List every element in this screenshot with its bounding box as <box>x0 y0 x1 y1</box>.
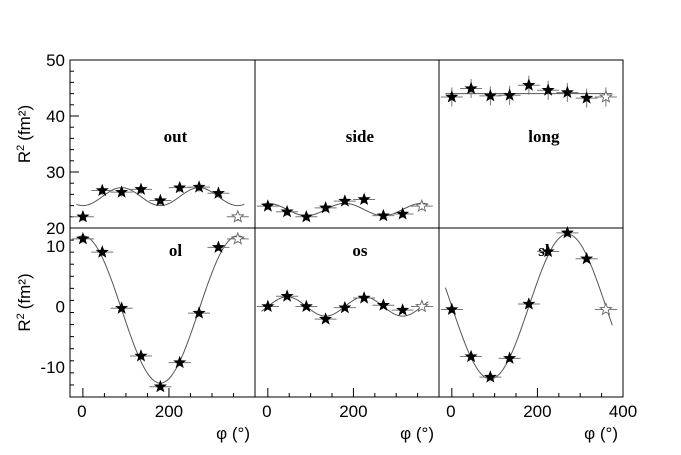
y-tick-label: 0 <box>56 297 65 316</box>
data-point <box>76 232 90 245</box>
data-point <box>280 204 294 218</box>
y-tick-label: 40 <box>46 107 65 126</box>
data-point <box>211 186 225 199</box>
data-point <box>503 88 517 101</box>
panel-frame <box>438 227 624 398</box>
data-point <box>153 193 167 207</box>
x-tick-label: 0 <box>77 402 86 421</box>
data-point <box>376 298 390 311</box>
data-point <box>396 303 410 316</box>
data-point <box>134 182 148 195</box>
data-point <box>95 245 109 258</box>
data-point <box>173 180 187 194</box>
y-tick-label: -10 <box>40 358 65 377</box>
x-tick-label: 200 <box>155 402 183 421</box>
panel-label: out <box>164 127 188 146</box>
data-point <box>522 297 536 310</box>
x-tick-label: 200 <box>339 402 367 421</box>
panel-ol: -10 0 10 R2(fm²) 0 200 φ (°) ol <box>15 227 256 443</box>
panel-side: side <box>254 59 440 229</box>
data-point <box>192 306 206 319</box>
data-point <box>445 302 459 316</box>
panel-label: ol <box>169 241 183 260</box>
data-point <box>598 89 613 103</box>
data-point <box>464 81 478 95</box>
data-point <box>211 240 225 253</box>
data-point <box>357 291 371 304</box>
x-tick-label: 400 <box>609 402 637 421</box>
data-point <box>115 185 129 198</box>
x-axis-label: φ (°) <box>400 424 434 443</box>
data-point <box>445 90 459 103</box>
data-point <box>261 199 275 212</box>
data-point <box>414 299 429 313</box>
x-tick-label: 200 <box>523 402 551 421</box>
data-point <box>357 192 371 205</box>
panel-long: long <box>438 59 624 229</box>
data-point <box>560 225 574 239</box>
data-point <box>338 300 352 314</box>
data-point <box>464 349 478 363</box>
data-point <box>95 183 109 197</box>
data-point <box>598 302 613 316</box>
data-point <box>76 209 90 223</box>
x-tick-label: 0 <box>262 402 271 421</box>
data-point <box>230 231 245 245</box>
y-tick-label: 20 <box>46 219 65 238</box>
y-axis-label: R2(fm²) <box>15 105 34 163</box>
data-point <box>134 349 148 362</box>
data-point <box>299 209 313 223</box>
data-point <box>153 379 167 393</box>
data-point <box>483 370 497 383</box>
x-axis-label: φ (°) <box>216 424 250 443</box>
data-point <box>319 312 333 325</box>
y-tick-label: 50 <box>46 51 65 70</box>
data-point <box>483 88 497 102</box>
data-point <box>522 78 536 91</box>
y-tick-label: 30 <box>46 163 65 182</box>
data-point <box>173 355 187 369</box>
y-axis-label: R2(fm²) <box>15 273 34 331</box>
y-tick-label: 10 <box>46 237 65 256</box>
data-point <box>261 299 275 313</box>
data-point <box>192 180 206 193</box>
data-point <box>541 83 555 96</box>
fit-curve <box>76 235 245 384</box>
data-point <box>580 91 594 104</box>
data-point <box>319 200 333 214</box>
panel-os: 0 200 φ (°) os <box>254 227 440 443</box>
data-point <box>115 301 129 314</box>
data-point <box>541 244 555 258</box>
panel-out: 20 30 40 50 R2(fm²) out <box>15 51 256 238</box>
panel-label: long <box>528 127 560 146</box>
panel-frame <box>254 227 440 398</box>
data-point <box>560 85 574 99</box>
data-point <box>580 251 594 265</box>
data-point <box>338 194 352 207</box>
data-point <box>376 208 390 222</box>
data-point <box>503 351 517 364</box>
x-axis-label: φ (°) <box>584 424 618 443</box>
data-point <box>280 289 294 302</box>
data-point <box>230 209 245 223</box>
data-point <box>299 299 313 313</box>
panel-label: side <box>346 127 375 146</box>
data-point <box>396 207 410 220</box>
panel-label: os <box>352 241 368 260</box>
x-tick-label: 0 <box>446 402 455 421</box>
data-point <box>414 198 429 213</box>
panel-frame <box>69 227 256 398</box>
